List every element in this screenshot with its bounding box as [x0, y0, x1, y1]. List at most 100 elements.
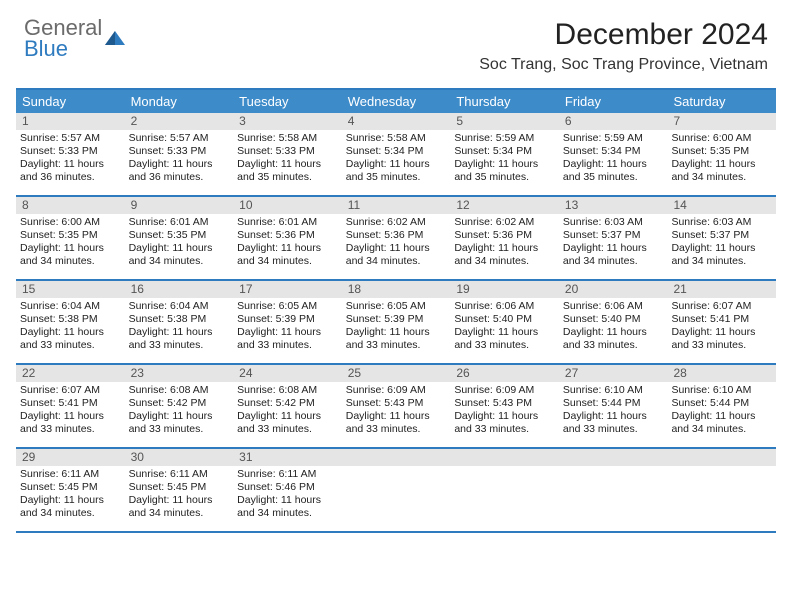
day-number: 10: [233, 197, 342, 214]
sunset-line: Sunset: 5:42 PM: [129, 397, 230, 410]
sunset-line: Sunset: 5:39 PM: [346, 313, 447, 326]
day-header-cell: Sunday: [16, 90, 125, 113]
day-body: Sunrise: 6:08 AMSunset: 5:42 PMDaylight:…: [125, 382, 234, 441]
daylight-line: Daylight: 11 hours and 33 minutes.: [129, 326, 230, 352]
day-body: Sunrise: 5:57 AMSunset: 5:33 PMDaylight:…: [125, 130, 234, 189]
day-body: Sunrise: 6:04 AMSunset: 5:38 PMDaylight:…: [16, 298, 125, 357]
daylight-line: Daylight: 11 hours and 35 minutes.: [346, 158, 447, 184]
sunset-line: Sunset: 5:35 PM: [129, 229, 230, 242]
week-row: 8Sunrise: 6:00 AMSunset: 5:35 PMDaylight…: [16, 197, 776, 281]
daylight-line: Daylight: 11 hours and 34 minutes.: [671, 410, 772, 436]
sunrise-line: Sunrise: 6:09 AM: [346, 384, 447, 397]
sunset-line: Sunset: 5:41 PM: [20, 397, 121, 410]
day-cell: 7Sunrise: 6:00 AMSunset: 5:35 PMDaylight…: [667, 113, 776, 195]
day-body: Sunrise: 6:00 AMSunset: 5:35 PMDaylight:…: [667, 130, 776, 189]
title-block: December 2024 Soc Trang, Soc Trang Provi…: [479, 18, 768, 74]
day-header-row: SundayMondayTuesdayWednesdayThursdayFrid…: [16, 90, 776, 113]
sunset-line: Sunset: 5:36 PM: [346, 229, 447, 242]
sunset-line: Sunset: 5:33 PM: [20, 145, 121, 158]
week-row: 1Sunrise: 5:57 AMSunset: 5:33 PMDaylight…: [16, 113, 776, 197]
day-body: Sunrise: 5:57 AMSunset: 5:33 PMDaylight:…: [16, 130, 125, 189]
daylight-line: Daylight: 11 hours and 35 minutes.: [237, 158, 338, 184]
day-cell: 5Sunrise: 5:59 AMSunset: 5:34 PMDaylight…: [450, 113, 559, 195]
sunrise-line: Sunrise: 6:03 AM: [671, 216, 772, 229]
day-cell: 6Sunrise: 5:59 AMSunset: 5:34 PMDaylight…: [559, 113, 668, 195]
sunrise-line: Sunrise: 6:06 AM: [454, 300, 555, 313]
daylight-line: Daylight: 11 hours and 35 minutes.: [454, 158, 555, 184]
day-cell: 17Sunrise: 6:05 AMSunset: 5:39 PMDayligh…: [233, 281, 342, 363]
day-number: 19: [450, 281, 559, 298]
day-number: 6: [559, 113, 668, 130]
day-body: Sunrise: 6:02 AMSunset: 5:36 PMDaylight:…: [342, 214, 451, 273]
sunrise-line: Sunrise: 6:08 AM: [129, 384, 230, 397]
day-number: 17: [233, 281, 342, 298]
daylight-line: Daylight: 11 hours and 36 minutes.: [129, 158, 230, 184]
day-body: Sunrise: 6:03 AMSunset: 5:37 PMDaylight:…: [667, 214, 776, 273]
daylight-line: Daylight: 11 hours and 34 minutes.: [671, 158, 772, 184]
day-header-cell: Tuesday: [233, 90, 342, 113]
sunset-line: Sunset: 5:37 PM: [671, 229, 772, 242]
sunset-line: Sunset: 5:40 PM: [563, 313, 664, 326]
day-number: 15: [16, 281, 125, 298]
day-body: Sunrise: 5:58 AMSunset: 5:33 PMDaylight:…: [233, 130, 342, 189]
day-body: Sunrise: 6:11 AMSunset: 5:46 PMDaylight:…: [233, 466, 342, 525]
day-cell: 15Sunrise: 6:04 AMSunset: 5:38 PMDayligh…: [16, 281, 125, 363]
sunrise-line: Sunrise: 5:57 AM: [20, 132, 121, 145]
day-cell: 29Sunrise: 6:11 AMSunset: 5:45 PMDayligh…: [16, 449, 125, 531]
sunrise-line: Sunrise: 6:04 AM: [20, 300, 121, 313]
day-cell: 27Sunrise: 6:10 AMSunset: 5:44 PMDayligh…: [559, 365, 668, 447]
day-number: 3: [233, 113, 342, 130]
day-body: Sunrise: 6:00 AMSunset: 5:35 PMDaylight:…: [16, 214, 125, 273]
day-number: 14: [667, 197, 776, 214]
day-body: Sunrise: 5:59 AMSunset: 5:34 PMDaylight:…: [559, 130, 668, 189]
day-number: 5: [450, 113, 559, 130]
sunset-line: Sunset: 5:41 PM: [671, 313, 772, 326]
sunrise-line: Sunrise: 6:07 AM: [671, 300, 772, 313]
day-cell: 28Sunrise: 6:10 AMSunset: 5:44 PMDayligh…: [667, 365, 776, 447]
day-cell: 2Sunrise: 5:57 AMSunset: 5:33 PMDaylight…: [125, 113, 234, 195]
day-number: 1: [16, 113, 125, 130]
sunset-line: Sunset: 5:37 PM: [563, 229, 664, 242]
day-body: Sunrise: 6:02 AMSunset: 5:36 PMDaylight:…: [450, 214, 559, 273]
day-cell: [342, 449, 451, 531]
day-number: [450, 449, 559, 466]
day-cell: 18Sunrise: 6:05 AMSunset: 5:39 PMDayligh…: [342, 281, 451, 363]
day-cell: 26Sunrise: 6:09 AMSunset: 5:43 PMDayligh…: [450, 365, 559, 447]
sunrise-line: Sunrise: 6:09 AM: [454, 384, 555, 397]
daylight-line: Daylight: 11 hours and 33 minutes.: [129, 410, 230, 436]
day-body: Sunrise: 6:01 AMSunset: 5:36 PMDaylight:…: [233, 214, 342, 273]
day-cell: 16Sunrise: 6:04 AMSunset: 5:38 PMDayligh…: [125, 281, 234, 363]
day-body: Sunrise: 6:11 AMSunset: 5:45 PMDaylight:…: [16, 466, 125, 525]
day-body: Sunrise: 6:07 AMSunset: 5:41 PMDaylight:…: [667, 298, 776, 357]
location: Soc Trang, Soc Trang Province, Vietnam: [479, 56, 768, 74]
day-number: 20: [559, 281, 668, 298]
day-body: Sunrise: 6:10 AMSunset: 5:44 PMDaylight:…: [559, 382, 668, 441]
day-body: Sunrise: 6:06 AMSunset: 5:40 PMDaylight:…: [559, 298, 668, 357]
day-cell: 11Sunrise: 6:02 AMSunset: 5:36 PMDayligh…: [342, 197, 451, 279]
day-cell: 12Sunrise: 6:02 AMSunset: 5:36 PMDayligh…: [450, 197, 559, 279]
day-cell: 4Sunrise: 5:58 AMSunset: 5:34 PMDaylight…: [342, 113, 451, 195]
day-header-cell: Wednesday: [342, 90, 451, 113]
sunrise-line: Sunrise: 6:02 AM: [346, 216, 447, 229]
sunset-line: Sunset: 5:33 PM: [237, 145, 338, 158]
sunrise-line: Sunrise: 5:59 AM: [563, 132, 664, 145]
daylight-line: Daylight: 11 hours and 34 minutes.: [20, 494, 121, 520]
day-cell: 30Sunrise: 6:11 AMSunset: 5:45 PMDayligh…: [125, 449, 234, 531]
logo-line2: Blue: [24, 39, 102, 60]
sunrise-line: Sunrise: 6:03 AM: [563, 216, 664, 229]
day-number: 29: [16, 449, 125, 466]
day-number: 31: [233, 449, 342, 466]
daylight-line: Daylight: 11 hours and 33 minutes.: [237, 410, 338, 436]
day-number: 18: [342, 281, 451, 298]
day-body: Sunrise: 5:58 AMSunset: 5:34 PMDaylight:…: [342, 130, 451, 189]
daylight-line: Daylight: 11 hours and 34 minutes.: [129, 242, 230, 268]
daylight-line: Daylight: 11 hours and 33 minutes.: [563, 410, 664, 436]
day-cell: 20Sunrise: 6:06 AMSunset: 5:40 PMDayligh…: [559, 281, 668, 363]
week-row: 15Sunrise: 6:04 AMSunset: 5:38 PMDayligh…: [16, 281, 776, 365]
day-number: 26: [450, 365, 559, 382]
day-cell: 22Sunrise: 6:07 AMSunset: 5:41 PMDayligh…: [16, 365, 125, 447]
sunrise-line: Sunrise: 6:00 AM: [20, 216, 121, 229]
day-body: Sunrise: 5:59 AMSunset: 5:34 PMDaylight:…: [450, 130, 559, 189]
day-cell: 24Sunrise: 6:08 AMSunset: 5:42 PMDayligh…: [233, 365, 342, 447]
day-cell: 8Sunrise: 6:00 AMSunset: 5:35 PMDaylight…: [16, 197, 125, 279]
